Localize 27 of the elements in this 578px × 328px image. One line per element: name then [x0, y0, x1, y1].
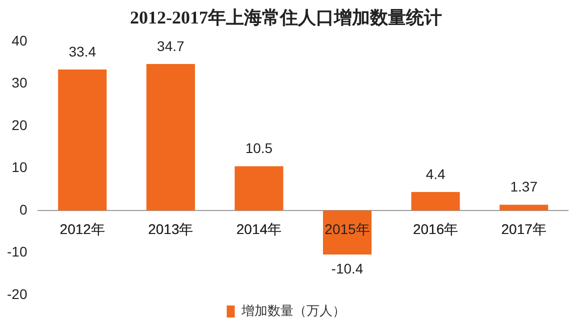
x-tick-label: 2013年	[148, 220, 194, 237]
x-tick-label: 2016年	[412, 220, 458, 237]
x-tick-label: 2014年	[236, 220, 282, 237]
data-label: 4.4	[426, 166, 446, 182]
x-tick-label: 2017年	[501, 220, 546, 237]
legend-label: 增加数量（万人）	[240, 303, 346, 318]
bar	[146, 64, 195, 211]
data-label: 1.37	[510, 178, 538, 195]
data-label: 10.5	[245, 140, 273, 156]
y-tick-label: -10	[7, 244, 28, 260]
data-label: 34.7	[157, 38, 185, 54]
y-tick-label: 0	[19, 201, 28, 218]
bar	[58, 69, 107, 211]
y-tick-label: 10	[12, 159, 28, 176]
x-tick-label: 2012年	[60, 220, 105, 237]
y-tick-label: -20	[7, 286, 28, 302]
y-tick-label: 40	[12, 32, 28, 48]
x-tick-label: 2015年	[324, 220, 370, 237]
chart-title: 2012-2017年上海常住人口增加数量统计	[130, 7, 442, 28]
bar	[500, 204, 548, 211]
bar	[411, 192, 460, 211]
bar	[322, 210, 372, 254]
data-label: 33.4	[68, 43, 96, 60]
y-tick-label: 30	[12, 74, 28, 91]
data-label: -10.4	[331, 260, 364, 276]
y-tick-label: 20	[12, 116, 28, 133]
bar	[234, 166, 284, 211]
